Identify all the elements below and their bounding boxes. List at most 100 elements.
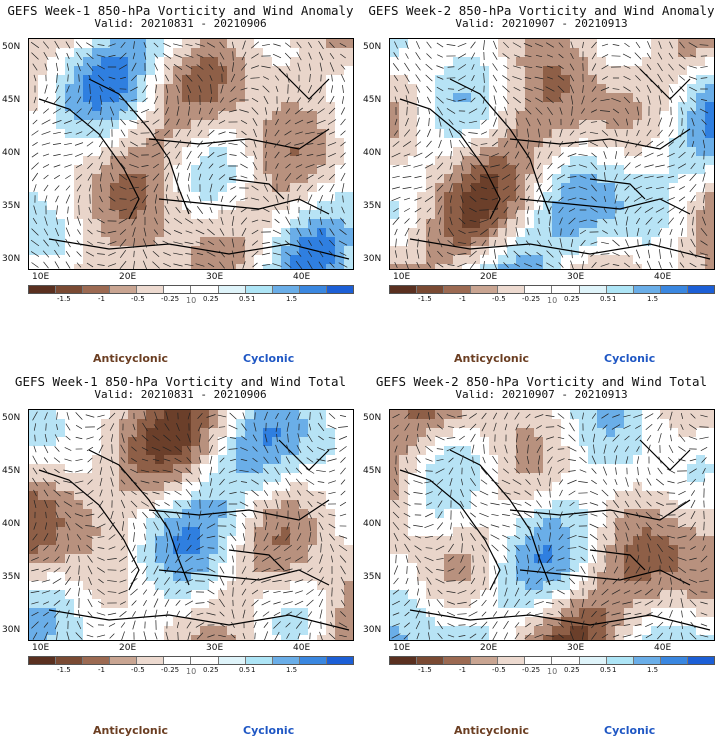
colorbar-swatch [580,286,607,293]
colorbar-unit: 10 [547,296,557,305]
map-title: GEFS Week-1 850-hPa Vorticity and Wind T… [0,375,361,389]
lat-label-50n: 50N [363,413,381,423]
lat-label-30n: 30N [363,254,381,264]
colorbar-label: -1.5 [57,666,71,674]
colorbar-label: 1 [251,295,255,303]
colorbar-swatch [607,286,634,293]
colorbar-swatch [273,286,300,293]
lat-label-40n: 40N [363,148,381,158]
lon-label-10e: 10E [393,643,410,653]
colorbar-label: -0.5 [492,666,506,674]
colorbar-swatch [83,286,110,293]
colorbar-swatch [29,657,56,664]
lat-label-30n: 30N [363,625,381,635]
colorbar-label: 0.5 [600,295,611,303]
lat-label-35n: 35N [2,572,20,582]
colorbar-label: 0.5 [600,666,611,674]
colorbar-label: -0.5 [131,666,145,674]
cyclonic-label: Cyclonic [604,724,655,737]
colorbar-swatch [444,657,471,664]
lon-label-10e: 10E [393,272,410,282]
colorbar-label: -0.5 [131,295,145,303]
lon-label-30e: 30E [567,643,584,653]
colorbar-swatch [471,657,498,664]
anticyclonic-label: Anticyclonic [93,352,168,365]
colorbar [389,285,715,294]
colorbar-swatch [137,286,164,293]
lon-label-30e: 30E [567,272,584,282]
colorbar-swatch [580,657,607,664]
colorbar-swatch [83,657,110,664]
colorbar-label: -1.5 [418,295,432,303]
colorbar-swatch [661,286,688,293]
panel-week2-anomaly: GEFS Week-2 850-hPa Vorticity and Wind A… [361,0,722,371]
panel-week1-total: GEFS Week-1 850-hPa Vorticity and Wind T… [0,371,361,742]
colorbar-swatch [688,657,714,664]
colorbar-swatch [29,286,56,293]
colorbar-swatch [300,286,327,293]
panel-week2-total: GEFS Week-2 850-hPa Vorticity and Wind T… [361,371,722,742]
colorbar-label: -0.25 [161,295,179,303]
colorbar-label: -1 [98,295,105,303]
colorbar-unit: 10 [186,296,196,305]
vorticity-map [28,38,354,270]
colorbar-swatch [110,286,137,293]
colorbar-label: 1 [612,666,616,674]
lon-label-40e: 40E [654,272,671,282]
colorbar-label: -1 [459,666,466,674]
colorbar-label: 1.5 [286,295,297,303]
colorbar-swatch [390,286,417,293]
lat-label-35n: 35N [363,572,381,582]
cyclonic-label: Cyclonic [243,724,294,737]
lat-label-50n: 50N [2,42,20,52]
lon-label-20e: 20E [480,272,497,282]
colorbar-swatch [273,657,300,664]
colorbar-swatch [688,286,714,293]
lat-label-45n: 45N [363,466,381,476]
colorbar-swatch [634,657,661,664]
colorbar-swatch [607,657,634,664]
colorbar-swatch [191,286,218,293]
lat-label-30n: 30N [2,625,20,635]
colorbar-unit: 10 [186,667,196,676]
colorbar-swatch [327,657,353,664]
colorbar-swatch [634,286,661,293]
lon-label-40e: 40E [293,643,310,653]
lat-label-45n: 45N [2,466,20,476]
lat-label-45n: 45N [363,95,381,105]
colorbar-swatch [444,286,471,293]
cyclonic-label: Cyclonic [243,352,294,365]
lon-label-40e: 40E [654,643,671,653]
valid-dates: Valid: 20210831 - 20210906 [0,17,361,30]
colorbar-label: 0.25 [564,666,580,674]
colorbar-label: -0.25 [161,666,179,674]
colorbar-swatch [498,657,525,664]
colorbar-label: 0.25 [203,295,219,303]
lon-label-20e: 20E [119,643,136,653]
colorbar-swatch [137,657,164,664]
colorbar-swatch [191,657,218,664]
colorbar-swatch [300,657,327,664]
colorbar-swatch [661,657,688,664]
lon-label-20e: 20E [480,643,497,653]
lon-label-30e: 30E [206,272,223,282]
colorbar-swatch [417,657,444,664]
lon-label-10e: 10E [32,643,49,653]
colorbar-swatch [498,286,525,293]
lon-label-20e: 20E [119,272,136,282]
colorbar-label: 0.25 [564,295,580,303]
colorbar-label: -0.25 [522,295,540,303]
lat-label-45n: 45N [2,95,20,105]
colorbar-label: 0.25 [203,666,219,674]
vorticity-map [28,409,354,641]
lon-label-40e: 40E [293,272,310,282]
valid-dates: Valid: 20210907 - 20210913 [361,17,722,30]
colorbar-label: -1.5 [418,666,432,674]
colorbar-label: -1.5 [57,295,71,303]
colorbar-label: 1 [251,666,255,674]
anticyclonic-label: Anticyclonic [454,352,529,365]
map-title: GEFS Week-1 850-hPa Vorticity and Wind A… [0,4,361,18]
map-title: GEFS Week-2 850-hPa Vorticity and Wind T… [361,375,722,389]
lon-label-10e: 10E [32,272,49,282]
colorbar-label: 0.5 [239,295,250,303]
